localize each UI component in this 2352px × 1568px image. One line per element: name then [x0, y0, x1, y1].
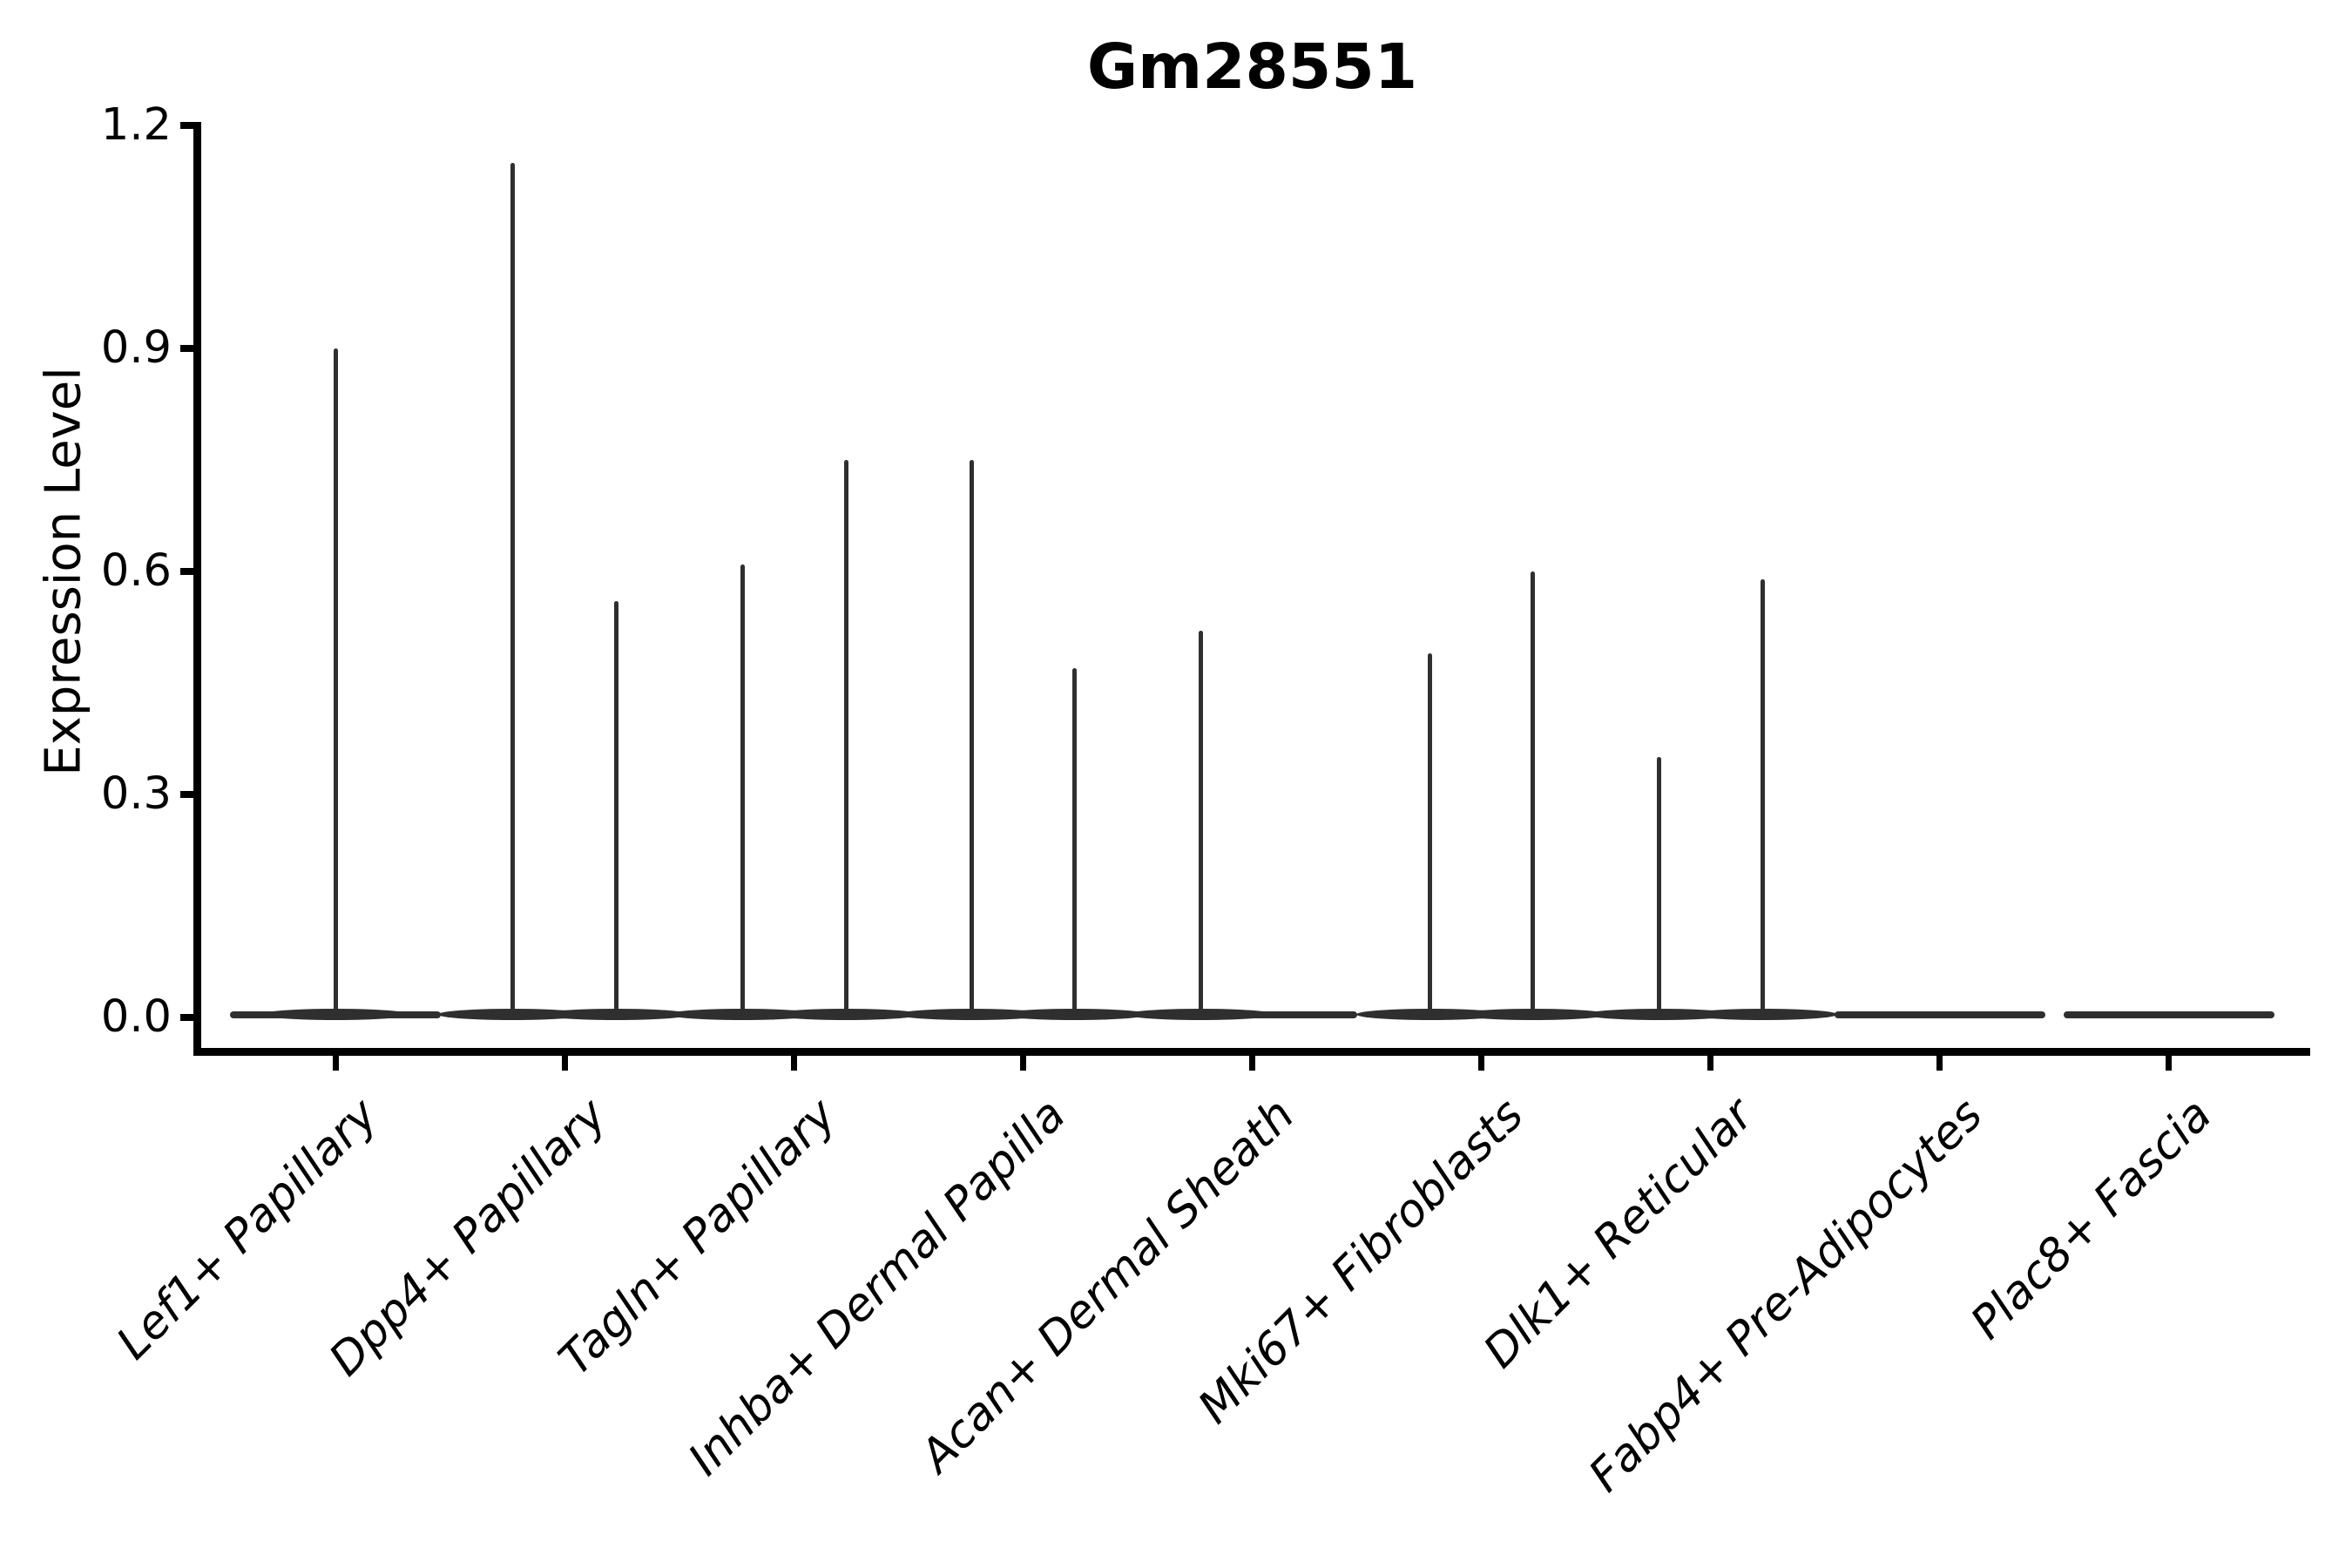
- chart-title: Gm28551: [1086, 30, 1418, 103]
- violin-spike: [969, 460, 974, 1017]
- violin-spike: [740, 564, 745, 1017]
- x-tick-label: Plac8+ Fascia: [1960, 1088, 2222, 1350]
- y-tick-label: 0.0: [100, 991, 172, 1043]
- x-tick: [1707, 1056, 1714, 1071]
- y-tick-label: 0.3: [100, 768, 172, 821]
- x-tick: [561, 1056, 568, 1071]
- y-tick: [180, 345, 193, 353]
- violin-spike: [843, 460, 848, 1017]
- y-tick-label: 0.6: [100, 545, 172, 598]
- y-tick: [180, 791, 193, 799]
- violin-base: [1834, 1010, 2045, 1018]
- x-tick: [2166, 1056, 2173, 1071]
- x-axis-spine: [193, 1048, 2310, 1056]
- violin-spike: [333, 348, 338, 1017]
- violin-spike: [1428, 653, 1432, 1017]
- x-tick: [1936, 1056, 1943, 1071]
- y-tick: [180, 1014, 193, 1021]
- x-tick-label: Fabp4+ Pre-Adipocytes: [1578, 1088, 1993, 1503]
- x-tick-label: Acan+ Dermal Sheath: [910, 1088, 1305, 1483]
- y-tick-label: 1.2: [100, 99, 172, 152]
- x-tick: [1019, 1056, 1026, 1071]
- violin-spike: [1531, 571, 1535, 1017]
- violin-spike: [1761, 578, 1766, 1017]
- y-tick: [180, 568, 193, 576]
- y-axis-spine: [193, 122, 201, 1056]
- y-tick: [180, 122, 193, 130]
- violin-spike: [1071, 668, 1077, 1017]
- violin-spike: [613, 601, 618, 1017]
- x-tick: [1248, 1056, 1255, 1071]
- violin-base: [2063, 1010, 2274, 1018]
- violin-spike: [1198, 631, 1203, 1017]
- y-tick-label: 0.9: [100, 322, 172, 375]
- violin-spike: [510, 163, 515, 1017]
- violin-spike: [1657, 757, 1662, 1017]
- x-tick: [332, 1056, 339, 1071]
- x-tick: [1478, 1056, 1484, 1071]
- x-tick-label: Inhba+ Dermal Papilla: [678, 1088, 1076, 1486]
- x-tick: [790, 1056, 797, 1071]
